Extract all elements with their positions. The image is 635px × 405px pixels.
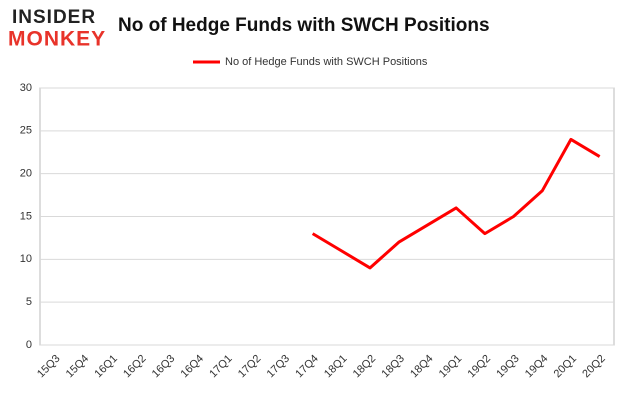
y-tick-label: 5 xyxy=(26,296,32,308)
x-tick-label: 17Q1 xyxy=(207,353,235,381)
series-line xyxy=(311,137,601,270)
x-tick-label: 18Q1 xyxy=(322,353,350,381)
x-tick-label: 18Q3 xyxy=(379,353,407,381)
x-tick-label: 16Q1 xyxy=(92,353,120,381)
y-tick-label: 0 xyxy=(26,339,32,351)
x-tick-label: 16Q4 xyxy=(179,353,207,381)
logo-top: INSIDER xyxy=(12,7,96,28)
x-tick-label: 17Q3 xyxy=(265,353,293,381)
x-tick-label: 20Q1 xyxy=(552,353,580,381)
x-tick-label: 19Q3 xyxy=(494,353,522,381)
x-tick-label: 18Q2 xyxy=(351,353,379,381)
x-tick-label: 17Q2 xyxy=(236,353,264,381)
x-tick-label: 19Q1 xyxy=(437,353,465,381)
x-tick-label: 19Q2 xyxy=(466,353,494,381)
x-tick-label: 17Q4 xyxy=(293,353,321,381)
y-tick-label: 30 xyxy=(20,82,32,94)
x-tick-label: 15Q4 xyxy=(64,353,92,381)
y-tick-label: 10 xyxy=(20,253,32,265)
x-tick-label: 19Q4 xyxy=(523,353,551,381)
y-tick-label: 25 xyxy=(20,125,32,137)
x-tick-label: 16Q3 xyxy=(150,353,178,381)
x-tick-label: 15Q3 xyxy=(35,353,63,381)
chart-title: No of Hedge Funds with SWCH Positions xyxy=(118,15,490,36)
y-tick-label: 20 xyxy=(20,168,32,180)
y-tick-label: 15 xyxy=(20,210,32,222)
legend-label: No of Hedge Funds with SWCH Positions xyxy=(225,56,428,68)
x-tick-label: 18Q4 xyxy=(408,353,436,381)
x-tick-label: 20Q2 xyxy=(580,353,608,381)
logo-bottom: MONKEY xyxy=(8,28,106,51)
x-tick-label: 16Q2 xyxy=(121,353,149,381)
